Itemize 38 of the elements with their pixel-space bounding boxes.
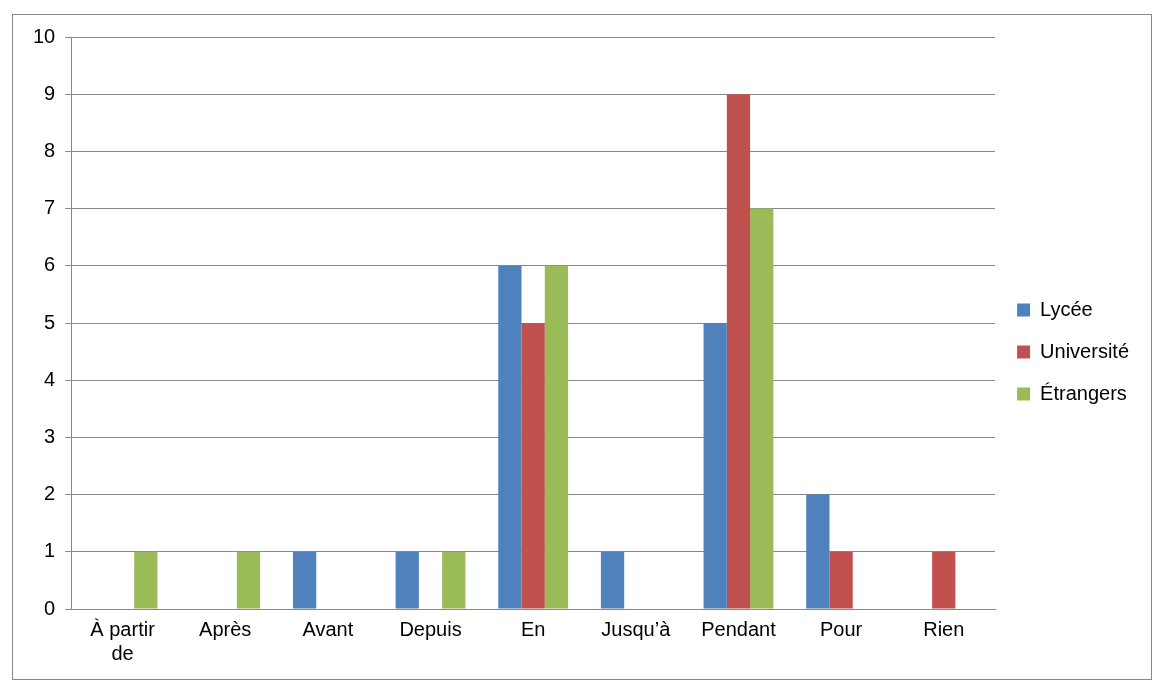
y-tick-label: 2 xyxy=(44,482,56,505)
bar xyxy=(932,551,956,609)
bar xyxy=(726,94,751,609)
bar xyxy=(292,551,317,609)
bar xyxy=(395,551,419,609)
bar xyxy=(134,551,158,609)
bar xyxy=(236,551,261,609)
y-tick-label: 0 xyxy=(44,596,56,619)
y-tick-label: 7 xyxy=(44,196,56,219)
y-tick-label: 4 xyxy=(44,367,56,390)
y-tick-label: 5 xyxy=(44,310,56,333)
y-tick-label: 6 xyxy=(44,253,56,276)
x-tick-label: Pendant xyxy=(701,617,777,640)
y-tick-label: 10 xyxy=(33,24,56,47)
x-tick-label: Jusqu’à xyxy=(601,617,672,640)
x-tick-label: En xyxy=(520,617,546,640)
x-tick-label: Depuis xyxy=(399,617,462,640)
bar xyxy=(750,208,774,609)
legend-label: Étrangers xyxy=(1040,381,1127,404)
bar xyxy=(498,265,522,609)
x-tick-label: À partir de xyxy=(90,617,156,664)
y-tick-label: 8 xyxy=(44,138,56,161)
x-tick-label: Avant xyxy=(302,617,354,640)
x-tick-label: Pour xyxy=(819,617,863,640)
bar xyxy=(544,265,569,609)
y-tick-label: 9 xyxy=(44,81,56,104)
legend-label: Université xyxy=(1040,339,1130,362)
x-tick-label: Rien xyxy=(923,617,965,640)
y-tick-label: 1 xyxy=(44,539,56,562)
y-tick-label: 3 xyxy=(44,424,56,447)
x-tick-label: Après xyxy=(199,617,252,640)
bar xyxy=(442,551,466,609)
legend-label: Lycée xyxy=(1040,297,1093,320)
bar xyxy=(703,323,727,609)
bar xyxy=(521,323,545,609)
bar xyxy=(600,551,625,609)
bar xyxy=(806,494,830,609)
bar xyxy=(829,551,853,609)
